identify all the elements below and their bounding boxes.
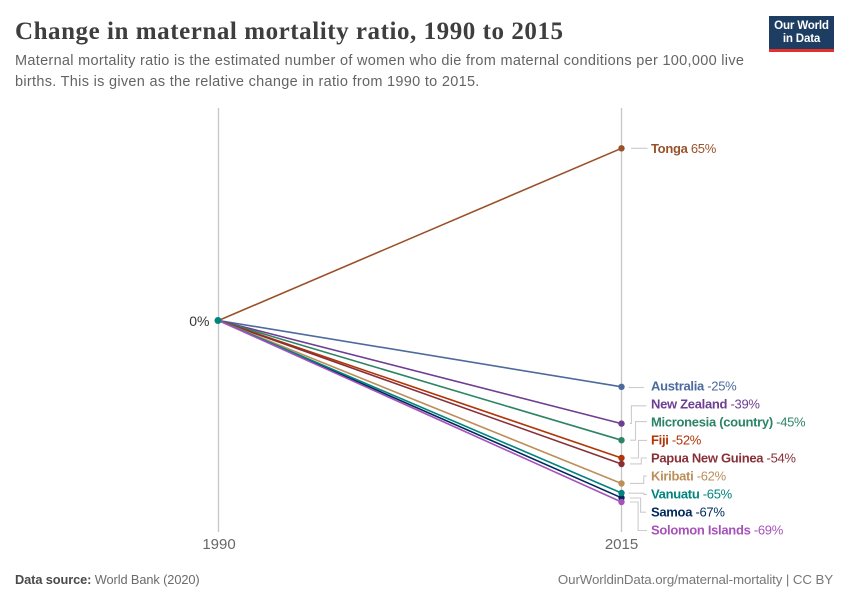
svg-text:New Zealand -39%: New Zealand -39% <box>651 397 760 412</box>
svg-text:Papua New Guinea -54%: Papua New Guinea -54% <box>651 451 796 466</box>
svg-text:Fiji -52%: Fiji -52% <box>651 433 702 448</box>
svg-text:Samoa -67%: Samoa -67% <box>651 505 725 520</box>
svg-text:1990: 1990 <box>202 536 235 553</box>
svg-text:Australia -25%: Australia -25% <box>651 379 737 394</box>
svg-text:Kiribati -62%: Kiribati -62% <box>651 469 727 484</box>
svg-text:0%: 0% <box>189 313 209 329</box>
svg-text:2015: 2015 <box>605 536 638 553</box>
svg-text:Vanuatu -65%: Vanuatu -65% <box>651 487 733 502</box>
svg-text:Solomon Islands -69%: Solomon Islands -69% <box>651 523 784 538</box>
svg-text:Tonga 65%: Tonga 65% <box>651 141 717 156</box>
svg-text:Micronesia (country) -45%: Micronesia (country) -45% <box>651 415 806 430</box>
